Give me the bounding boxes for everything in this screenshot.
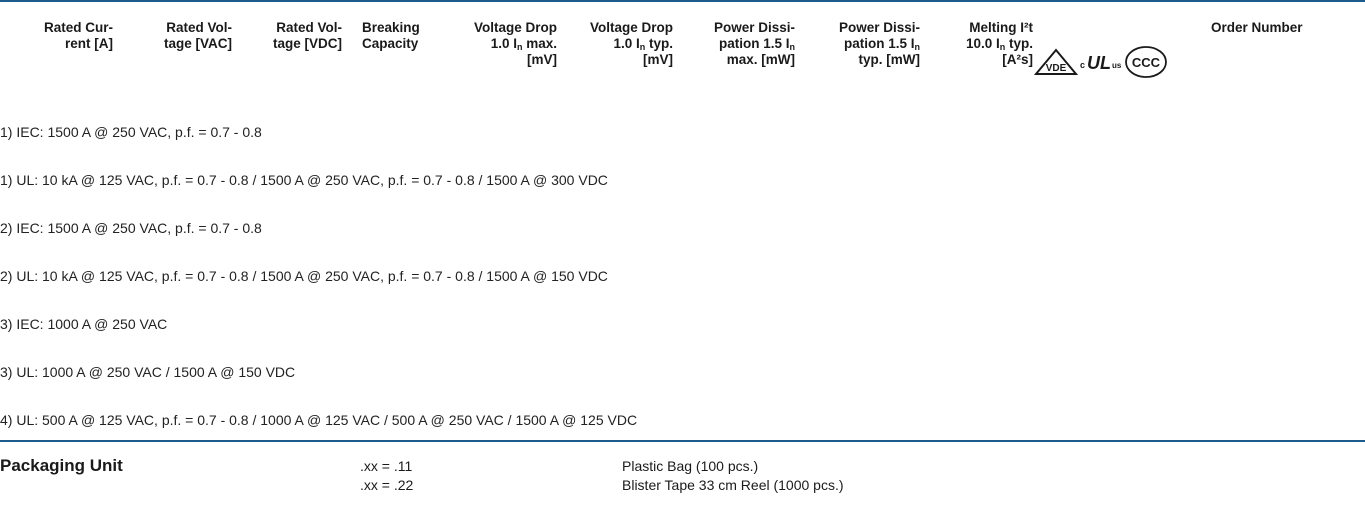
col-pdmax-l1: Power Dissi- bbox=[713, 20, 795, 35]
col-melting-l1: Melting I²t bbox=[969, 20, 1033, 35]
col-power-dissipation-max: Power Dissi- pation 1.5 In max. [mW] bbox=[690, 20, 795, 68]
footnote: 2) UL: 10 kA @ 125 VAC, p.f. = 0.7 - 0.8… bbox=[0, 268, 608, 284]
top-rule bbox=[0, 0, 1365, 2]
packaging-description: Blister Tape 33 cm Reel (1000 pcs.) bbox=[622, 477, 844, 493]
col-rated-current-l2: rent [A] bbox=[65, 36, 113, 51]
col-voltage-drop-typ: Voltage Drop 1.0 In typ. [mV] bbox=[570, 20, 673, 68]
col-order-number: Order Number bbox=[1211, 20, 1331, 36]
col-breaking-capacity: Breaking Capacity bbox=[362, 20, 442, 52]
col-voltage-drop-max: Voltage Drop 1.0 In max. [mV] bbox=[452, 20, 557, 68]
col-pdtyp-l2: pation 1.5 In bbox=[843, 36, 920, 52]
footnote: 1) IEC: 1500 A @ 250 VAC, p.f. = 0.7 - 0… bbox=[0, 124, 262, 140]
col-vdc-l1: Rated Vol- bbox=[276, 20, 342, 35]
col-vac-l2: tage [VAC] bbox=[163, 36, 232, 51]
col-vdmax-l2: 1.0 In max. bbox=[490, 36, 557, 52]
ccc-logo-icon: CCC bbox=[1125, 46, 1167, 78]
col-breaking-l1: Breaking bbox=[362, 20, 420, 35]
col-rated-current: Rated Cur- rent [A] bbox=[28, 20, 113, 52]
packaging-code: .xx = .22 bbox=[360, 477, 414, 493]
packaging-description: Plastic Bag (100 pcs.) bbox=[622, 458, 759, 474]
vde-logo-icon: VDE bbox=[1034, 48, 1079, 75]
col-vdmax-l1: Voltage Drop bbox=[473, 20, 557, 35]
col-pdmax-l2: pation 1.5 In bbox=[718, 36, 795, 52]
col-pdtyp-l3: typ. [mW] bbox=[858, 52, 921, 67]
col-order-number-label: Order Number bbox=[1211, 20, 1303, 35]
col-melting-i2t: Melting I²t 10.0 In typ. [A²s] bbox=[945, 20, 1033, 68]
section-divider bbox=[0, 440, 1365, 442]
col-breaking-l2: Capacity bbox=[362, 36, 419, 51]
col-power-dissipation-typ: Power Dissi- pation 1.5 In typ. [mW] bbox=[810, 20, 920, 68]
col-vdtyp-l1: Voltage Drop bbox=[589, 20, 673, 35]
svg-text:UL: UL bbox=[1087, 53, 1111, 73]
svg-text:CCC: CCC bbox=[1132, 55, 1161, 70]
footnote: 1) UL: 10 kA @ 125 VAC, p.f. = 0.7 - 0.8… bbox=[0, 172, 608, 188]
col-pdtyp-l1: Power Dissi- bbox=[838, 20, 920, 35]
svg-text:us: us bbox=[1112, 61, 1122, 70]
col-vdmax-l3: [mV] bbox=[527, 52, 557, 67]
certification-logos: VDE c UL us CCC bbox=[1034, 46, 1167, 78]
col-melting-l2: 10.0 In typ. bbox=[965, 36, 1033, 52]
col-vdtyp-l3: [mV] bbox=[643, 52, 673, 67]
ul-logo-icon: c UL us bbox=[1080, 53, 1122, 73]
footnote: 2) IEC: 1500 A @ 250 VAC, p.f. = 0.7 - 0… bbox=[0, 220, 262, 236]
col-melting-l3: [A²s] bbox=[1002, 52, 1033, 67]
packaging-code: .xx = .11 bbox=[360, 458, 413, 474]
col-rated-voltage-vac: Rated Vol- tage [VAC] bbox=[150, 20, 232, 52]
footnote: 3) IEC: 1000 A @ 250 VAC bbox=[0, 316, 168, 332]
footnote: 4) UL: 500 A @ 125 VAC, p.f. = 0.7 - 0.8… bbox=[0, 412, 638, 428]
col-vdtyp-l2: 1.0 In typ. bbox=[613, 36, 673, 52]
svg-text:VDE: VDE bbox=[1046, 63, 1067, 74]
footnote: 3) UL: 1000 A @ 250 VAC / 1500 A @ 150 V… bbox=[0, 364, 296, 380]
svg-text:c: c bbox=[1080, 60, 1085, 70]
col-rated-current-l1: Rated Cur- bbox=[43, 20, 113, 35]
packaging-title: Packaging Unit bbox=[0, 456, 123, 475]
col-rated-voltage-vdc: Rated Vol- tage [VDC] bbox=[260, 20, 342, 52]
col-vac-l1: Rated Vol- bbox=[166, 20, 232, 35]
col-vdc-l2: tage [VDC] bbox=[272, 36, 342, 51]
col-pdmax-l3: max. [mW] bbox=[726, 52, 795, 67]
